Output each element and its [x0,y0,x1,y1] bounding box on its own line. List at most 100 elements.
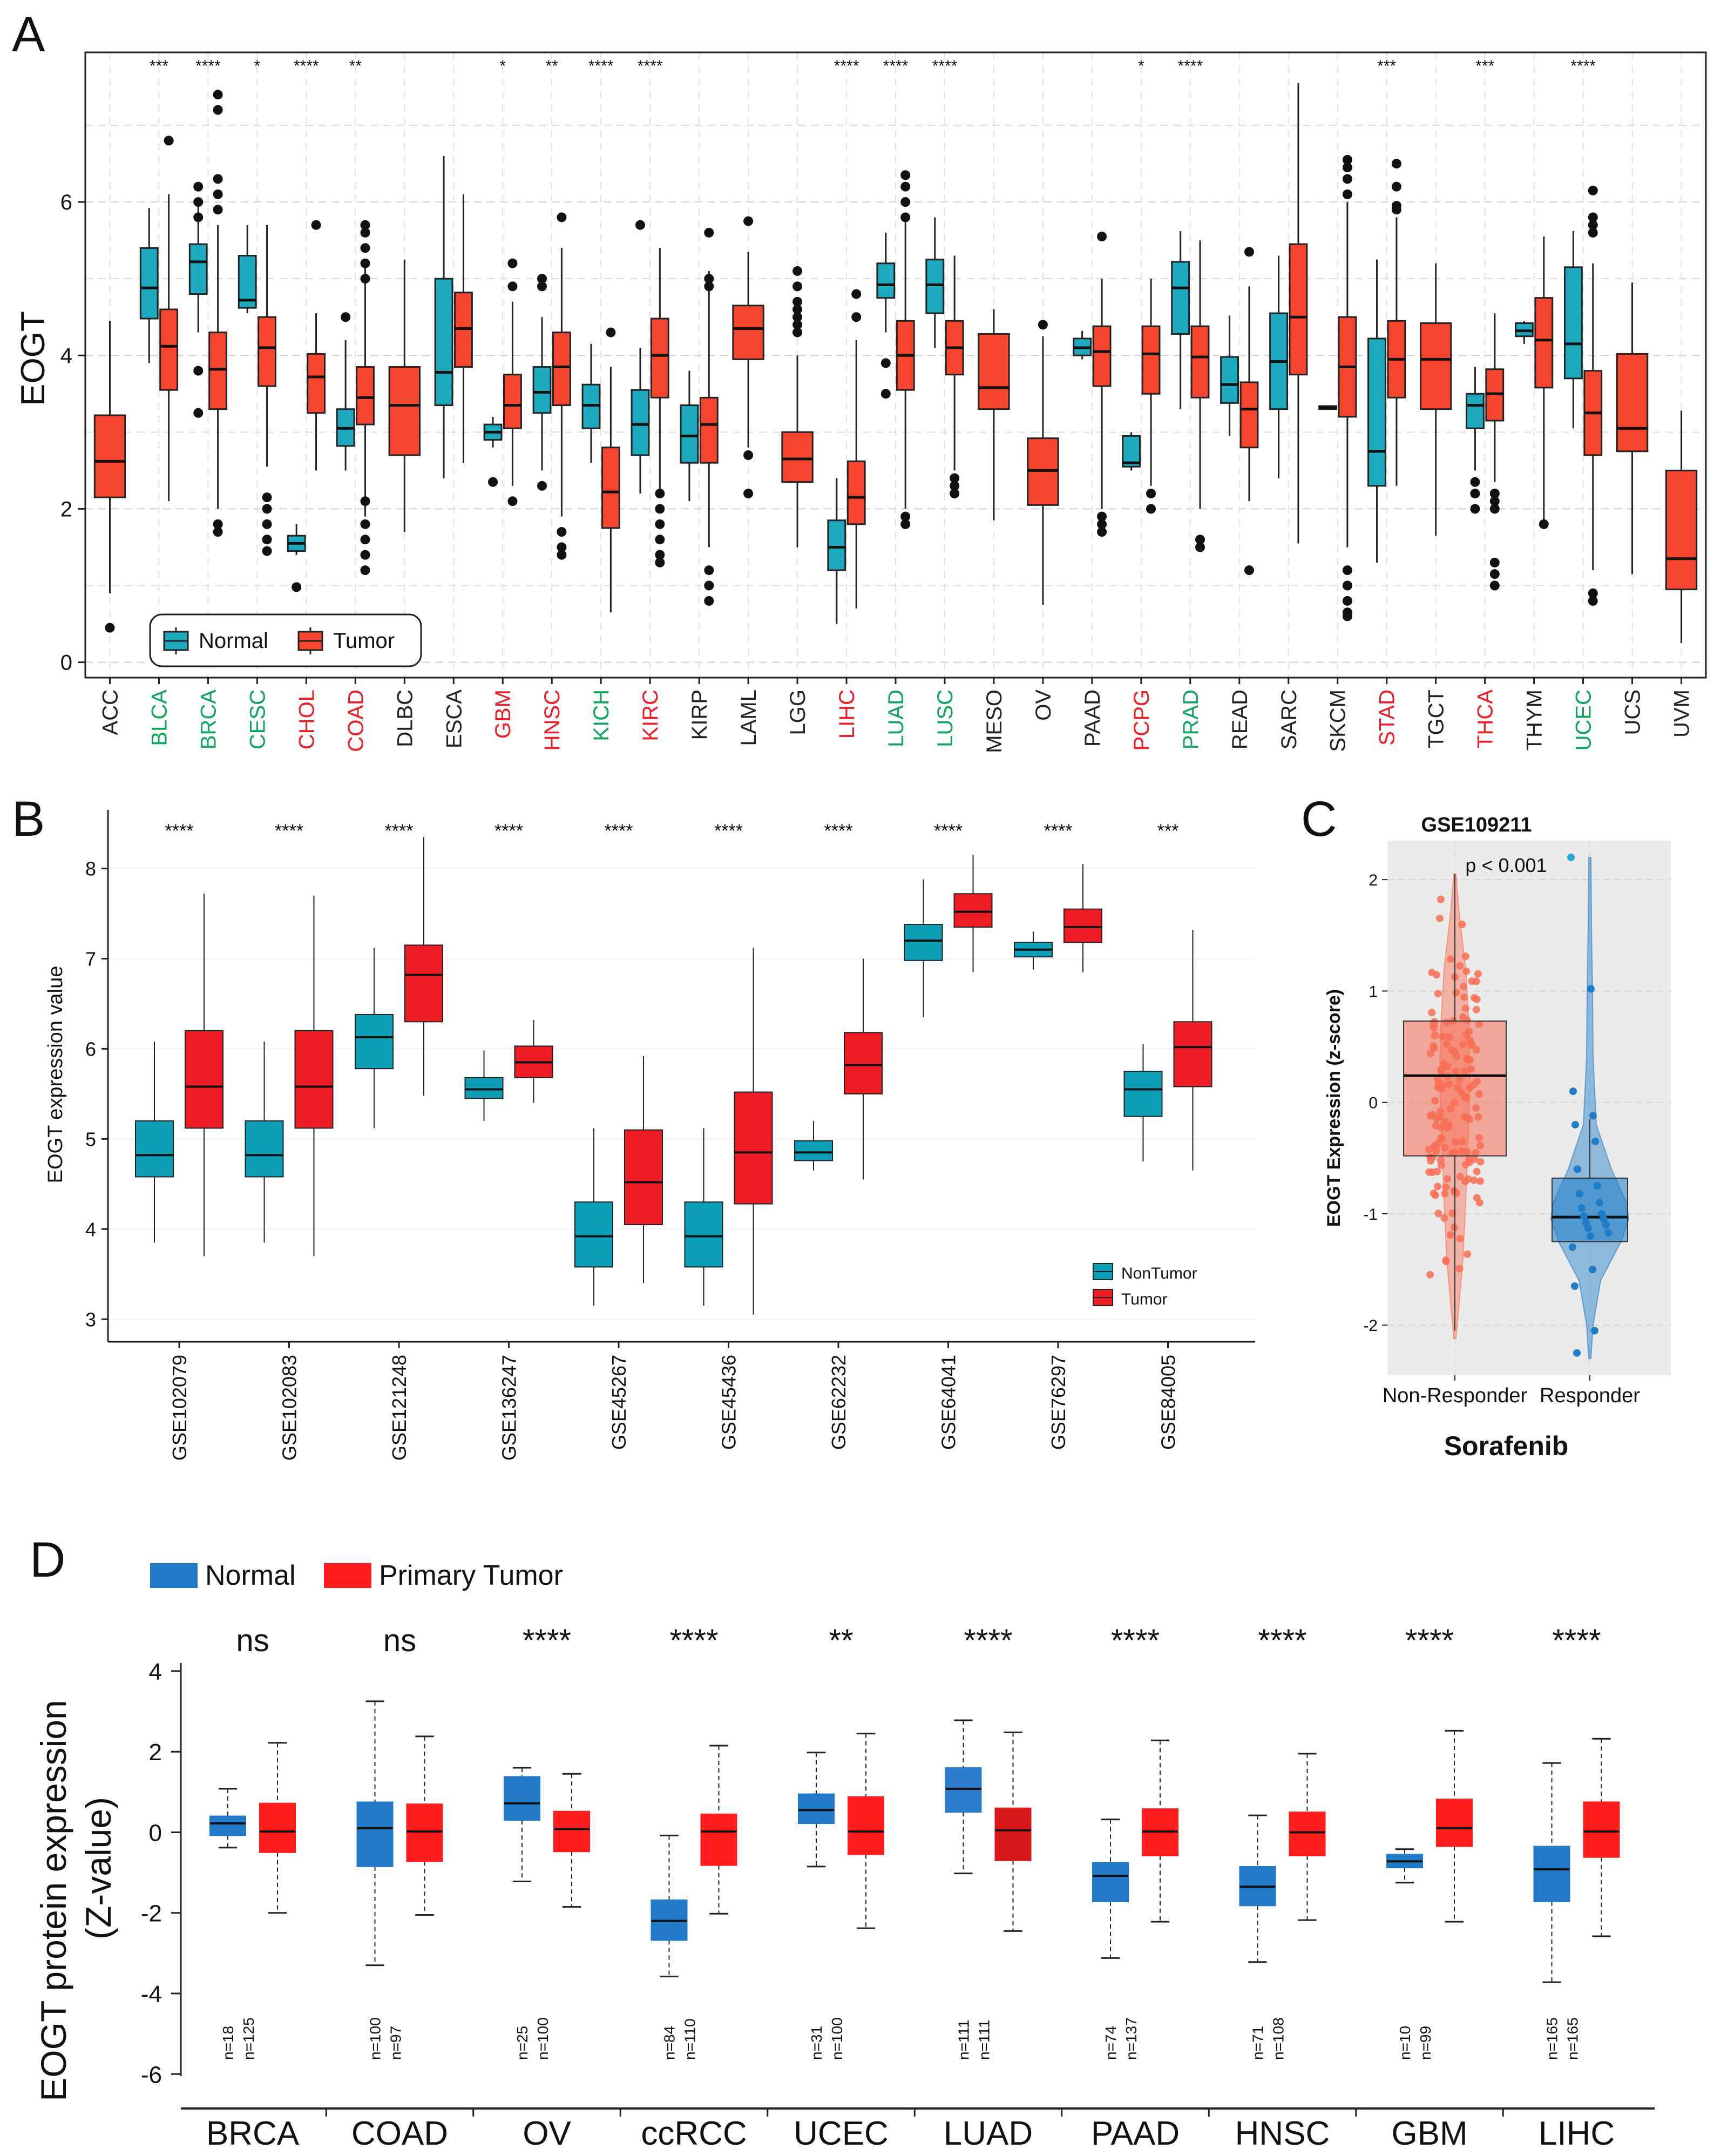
tumor-box [159,136,179,502]
significance-label: **** [1552,1623,1601,1658]
data-point [1434,990,1442,998]
normal-box [209,1788,246,1849]
tumor-box [732,216,764,498]
n-tumor: n=108 [1270,2017,1287,2060]
normal-box [827,478,846,624]
tumor-box-outlier [900,197,911,207]
tumor-box-outlier [262,535,272,545]
tumor-box-outlier [557,212,567,222]
tumor-box-outlier [1146,504,1156,514]
panel-label-b: B [12,792,45,847]
tumor-box [1534,236,1554,529]
tumor-box-box [732,305,764,360]
tumor-box-box [1616,353,1649,452]
tumor-box-outlier [950,473,960,483]
data-point [1459,983,1467,991]
n-normal: n=18 [220,2026,236,2060]
data-point [1591,1137,1599,1145]
y-tick-label: -6 [141,2062,162,2088]
tumor-box-outlier [213,205,223,215]
normal-box-outlier [488,477,498,487]
cancer-coad [356,1700,443,1966]
significance-label: **** [934,821,963,841]
normal-box-outlier [193,197,204,207]
tumor-box-box [553,1810,590,1853]
tumor-box-outlier [792,327,803,337]
tumor-box-outlier [1489,504,1500,514]
x-tick-label: PAAD [1091,2115,1180,2152]
significance-label: **** [1111,1623,1160,1658]
tumor-box-outlier [1342,611,1352,621]
tumor-box-outlier [704,227,714,238]
data-point [1587,985,1595,993]
tumor-box-outlier [1342,174,1352,184]
tumor-box-box [1534,297,1554,389]
data-point [1589,1112,1597,1120]
panel-c: C GSE109211 p < 0.001 -2 -1 0 1 2 Non-Respon… [1301,792,1671,1461]
panel-b-boxes [135,837,1212,1315]
normal-box-box [827,519,846,571]
tumor-box [1141,279,1161,514]
data-point [1475,1199,1483,1207]
tumor-box-box [185,1030,223,1129]
responder-box [1552,1119,1628,1242]
tumor-box-outlier [655,535,665,545]
tumor-box-outlier [360,243,370,253]
tumor-box-outlier [507,496,518,506]
tumor-box-outlier [950,488,960,498]
tumor-box-outlier [1588,596,1598,606]
significance-label: **** [1044,821,1073,841]
normal-box-outlier [537,274,547,284]
normal-box [1514,321,1534,344]
data-point [1472,977,1480,985]
data-point [1578,1204,1586,1212]
data-point [1428,1168,1437,1177]
tumor-box [896,170,915,529]
tumor-box-outlier [1097,511,1107,522]
significance-label: * [1138,57,1144,75]
tumor-box-outlier [1391,205,1401,215]
x-tick-label: STAD [1376,690,1399,746]
n-tumor: n=137 [1123,2017,1140,2060]
tumor-box-box [700,1813,737,1866]
tumor-box-box [1436,1799,1473,1847]
panel-c-x-axis: Non-Responder Responder [1383,1375,1640,1407]
tumor-box-outlier [851,312,862,322]
normal-box [287,524,306,592]
tumor-box [1665,410,1698,644]
data-point [1464,1250,1472,1258]
tumor-box-outlier [655,488,665,498]
dataset-gse62232 [794,958,883,1180]
panel-d-sample-sizes: n=18 n=125 n=100 n=97 n=25 n=100 n=84 n=110 n=31… [220,2017,1581,2060]
significance-label: ns [236,1623,269,1658]
normal-box [1220,315,1239,436]
significance-label: * [499,57,506,75]
cancer-luad [945,1719,1032,1932]
tumor-box-box [994,1807,1032,1861]
tumor-box-box [1289,1812,1326,1856]
normal-box-outlier [193,408,204,418]
x-tick-label: GSE136247 [498,1355,520,1461]
normal-box [651,1834,688,1978]
normal-box [925,217,945,348]
data-point [1571,1120,1579,1128]
tumor-box-outlier [1588,212,1598,222]
category-stad [1367,159,1406,563]
significance-label: **** [669,1623,718,1658]
tumor-box-box [650,317,669,398]
data-point [1428,1009,1436,1017]
tumor-box [1142,1739,1178,1923]
tumor-box-outlier [655,550,665,560]
data-point [1587,1232,1594,1240]
normal-box-outlier [341,312,351,322]
tumor-box [1419,263,1452,536]
significance-label: *** [1377,57,1396,75]
category-dlbc [388,259,421,532]
normal-box [532,274,552,491]
y-tick-label: -4 [141,1981,162,2008]
significance-label: ** [829,1623,853,1658]
n-normal: n=100 [367,2017,384,2060]
tumor-box-box [404,944,443,1023]
data-point [1442,1183,1450,1191]
tumor-box [601,327,620,613]
